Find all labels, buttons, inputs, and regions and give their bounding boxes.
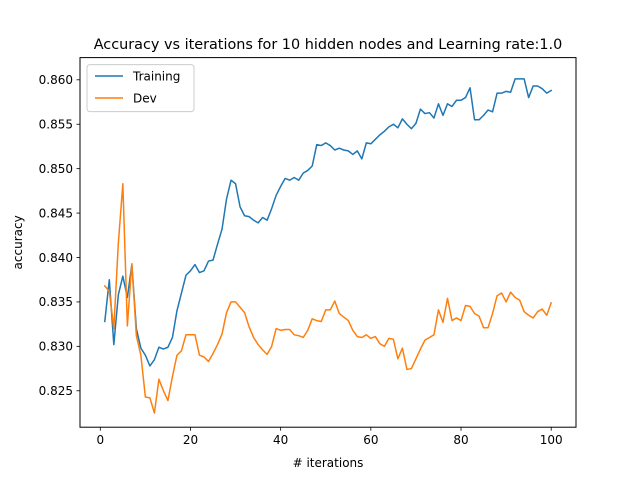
x-tick-label: 0: [96, 433, 104, 447]
chart-title: Accuracy vs iterations for 10 hidden nod…: [94, 37, 563, 53]
y-tick-label: 0.845: [39, 206, 73, 220]
x-tick-label: 60: [363, 433, 378, 447]
plot-lines: [103, 78, 553, 414]
plot-area-frame: [79, 57, 577, 428]
x-tick-label: 20: [183, 433, 198, 447]
series-line-training: [103, 78, 553, 367]
y-tick-label: 0.855: [39, 118, 73, 132]
series-line-dev: [103, 183, 553, 414]
x-axis-ticks: 0 20 40 60 80 100: [96, 427, 563, 447]
legend-label-dev: Dev: [133, 92, 157, 106]
legend-label-training: Training: [132, 70, 180, 84]
x-tick-label: 80: [453, 433, 468, 447]
y-tick-label: 0.830: [39, 340, 73, 354]
y-tick-label: 0.835: [39, 295, 73, 309]
y-axis-label: accuracy: [11, 215, 25, 269]
legend: Training Dev: [86, 64, 195, 113]
x-axis-label: # iterations: [293, 456, 364, 470]
y-tick-label: 0.860: [39, 73, 73, 87]
x-tick-label: 100: [540, 433, 563, 447]
y-tick-label: 0.840: [39, 251, 73, 265]
y-tick-label: 0.850: [39, 162, 73, 176]
y-axis-ticks: 0.825 0.830 0.835 0.840 0.845 0.850 0.855 0.860: [39, 73, 80, 398]
x-tick-label: 40: [273, 433, 288, 447]
y-tick-label: 0.825: [39, 384, 73, 398]
